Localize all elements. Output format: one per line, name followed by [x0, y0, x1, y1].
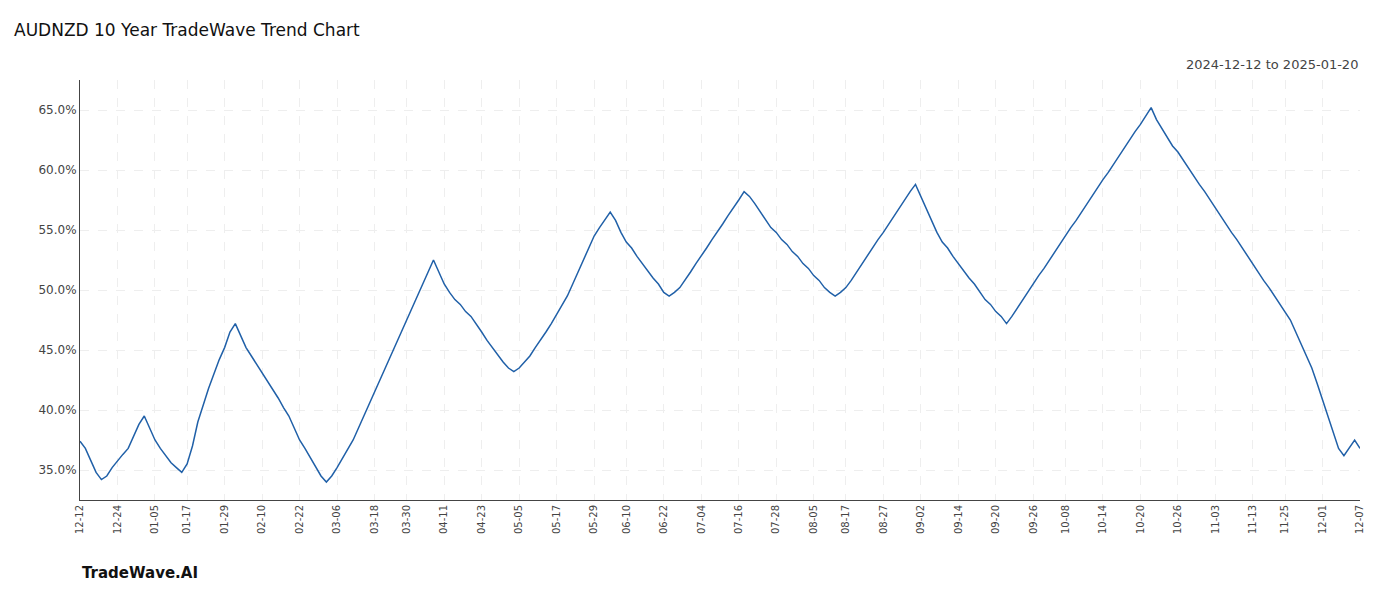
svg-text:11-03: 11-03	[1210, 505, 1221, 534]
svg-text:09-26: 09-26	[1028, 505, 1039, 534]
svg-text:06-10: 06-10	[621, 505, 632, 534]
svg-text:03-30: 03-30	[401, 505, 412, 534]
svg-text:10-14: 10-14	[1097, 505, 1108, 534]
svg-text:01-17: 01-17	[181, 505, 192, 534]
svg-text:12-01: 12-01	[1317, 505, 1328, 534]
svg-text:01-29: 01-29	[219, 505, 230, 534]
svg-text:50.0%: 50.0%	[38, 283, 76, 297]
svg-text:12-24: 12-24	[112, 505, 123, 534]
svg-text:10-20: 10-20	[1135, 505, 1146, 534]
svg-text:06-22: 06-22	[658, 505, 669, 534]
svg-text:01-05: 01-05	[149, 505, 160, 534]
svg-text:05-29: 05-29	[588, 505, 599, 534]
svg-text:11-13: 11-13	[1247, 505, 1258, 534]
svg-text:08-17: 08-17	[840, 505, 851, 534]
svg-text:05-05: 05-05	[513, 505, 524, 534]
svg-text:02-22: 02-22	[294, 505, 305, 534]
svg-text:45.0%: 45.0%	[38, 343, 76, 357]
svg-text:12-12: 12-12	[74, 505, 85, 534]
svg-text:04-23: 04-23	[476, 505, 487, 534]
svg-text:03-18: 03-18	[369, 505, 380, 534]
svg-text:07-04: 07-04	[696, 505, 707, 534]
svg-text:07-28: 07-28	[770, 505, 781, 534]
svg-text:04-11: 04-11	[438, 505, 449, 534]
svg-text:09-20: 09-20	[990, 505, 1001, 534]
svg-text:02-10: 02-10	[256, 505, 267, 534]
svg-text:60.0%: 60.0%	[38, 163, 76, 177]
svg-text:12-07: 12-07	[1354, 505, 1365, 534]
svg-text:09-14: 09-14	[953, 505, 964, 534]
svg-text:40.0%: 40.0%	[38, 403, 76, 417]
svg-text:35.0%: 35.0%	[38, 463, 76, 477]
svg-text:65.0%: 65.0%	[38, 103, 76, 117]
svg-text:08-27: 08-27	[878, 505, 889, 534]
svg-text:11-25: 11-25	[1279, 505, 1290, 534]
svg-text:AUDNZD 10 Year TradeWave Trend: AUDNZD 10 Year TradeWave Trend Chart	[14, 20, 360, 40]
svg-text:05-17: 05-17	[551, 505, 562, 534]
svg-text:07-16: 07-16	[733, 505, 744, 534]
svg-text:08-05: 08-05	[808, 505, 819, 534]
svg-text:TradeWave.AI: TradeWave.AI	[82, 564, 198, 582]
svg-text:09-02: 09-02	[915, 505, 926, 534]
svg-text:55.0%: 55.0%	[38, 223, 76, 237]
svg-text:10-26: 10-26	[1172, 505, 1183, 534]
svg-text:2024-12-12 to 2025-01-20: 2024-12-12 to 2025-01-20	[1186, 57, 1358, 72]
svg-text:10-08: 10-08	[1060, 505, 1071, 534]
svg-text:03-06: 03-06	[331, 505, 342, 534]
